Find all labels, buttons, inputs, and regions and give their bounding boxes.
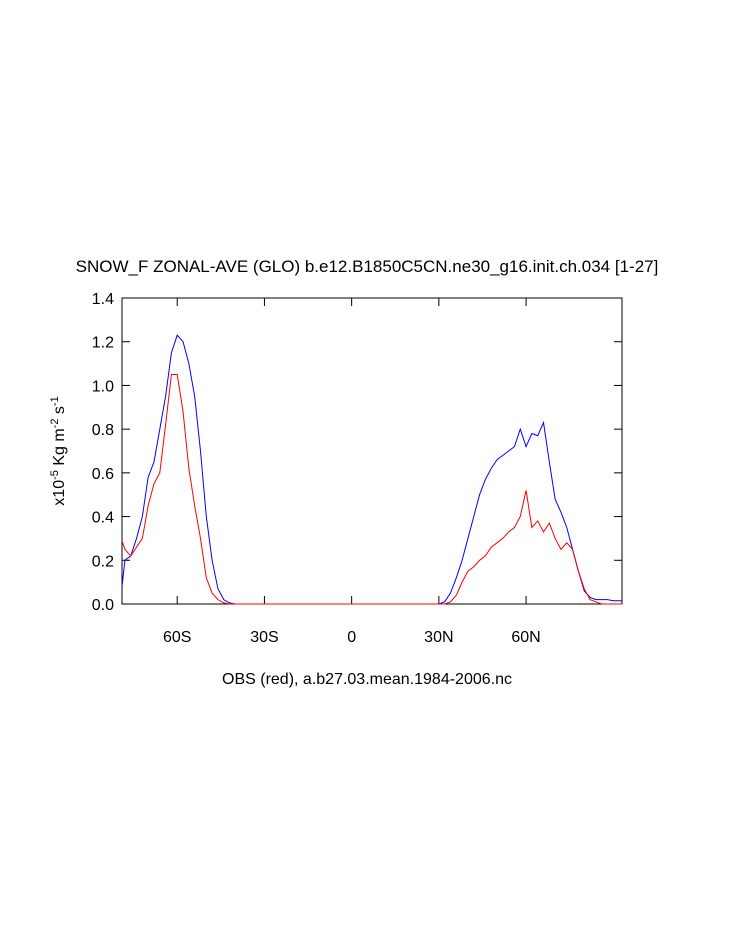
y-tick-label: 0.0 [92, 597, 114, 614]
y-axis-label-part: Kg m [51, 428, 68, 470]
y-axis-label-exponent: -2 [49, 419, 61, 429]
y-tick-label: 1.4 [92, 291, 114, 308]
x-tick-label: 30N [424, 629, 453, 646]
x-tick-label: 30S [250, 629, 278, 646]
y-axis-label-part: x10 [51, 480, 68, 506]
y-axis-label-part: s [51, 406, 68, 418]
y-axis-label-exponent: -5 [49, 470, 61, 480]
data-line [121, 374, 622, 605]
y-tick-label: 0.6 [92, 466, 114, 483]
y-axis-label-exponent: -1 [49, 396, 61, 406]
y-tick-label: 0.4 [92, 510, 114, 527]
x-axis-label: OBS (red), a.b27.03.mean.1984-2006.nc [222, 671, 512, 688]
y-tick-label: 1.2 [92, 335, 114, 352]
y-axis-label: x10-5 Kg m-2 s-1 [49, 396, 68, 505]
x-tick-label: 0 [347, 629, 356, 646]
y-tick-label: 0.2 [92, 553, 114, 570]
y-tick-label: 1.0 [92, 378, 114, 395]
x-tick-label: 60N [511, 629, 540, 646]
chart-title: SNOW_F ZONAL-AVE (GLO) b.e12.B1850C5CN.n… [76, 257, 659, 276]
data-line [121, 334, 622, 605]
x-tick-label: 60S [163, 629, 191, 646]
y-tick-label: 0.8 [92, 422, 114, 439]
